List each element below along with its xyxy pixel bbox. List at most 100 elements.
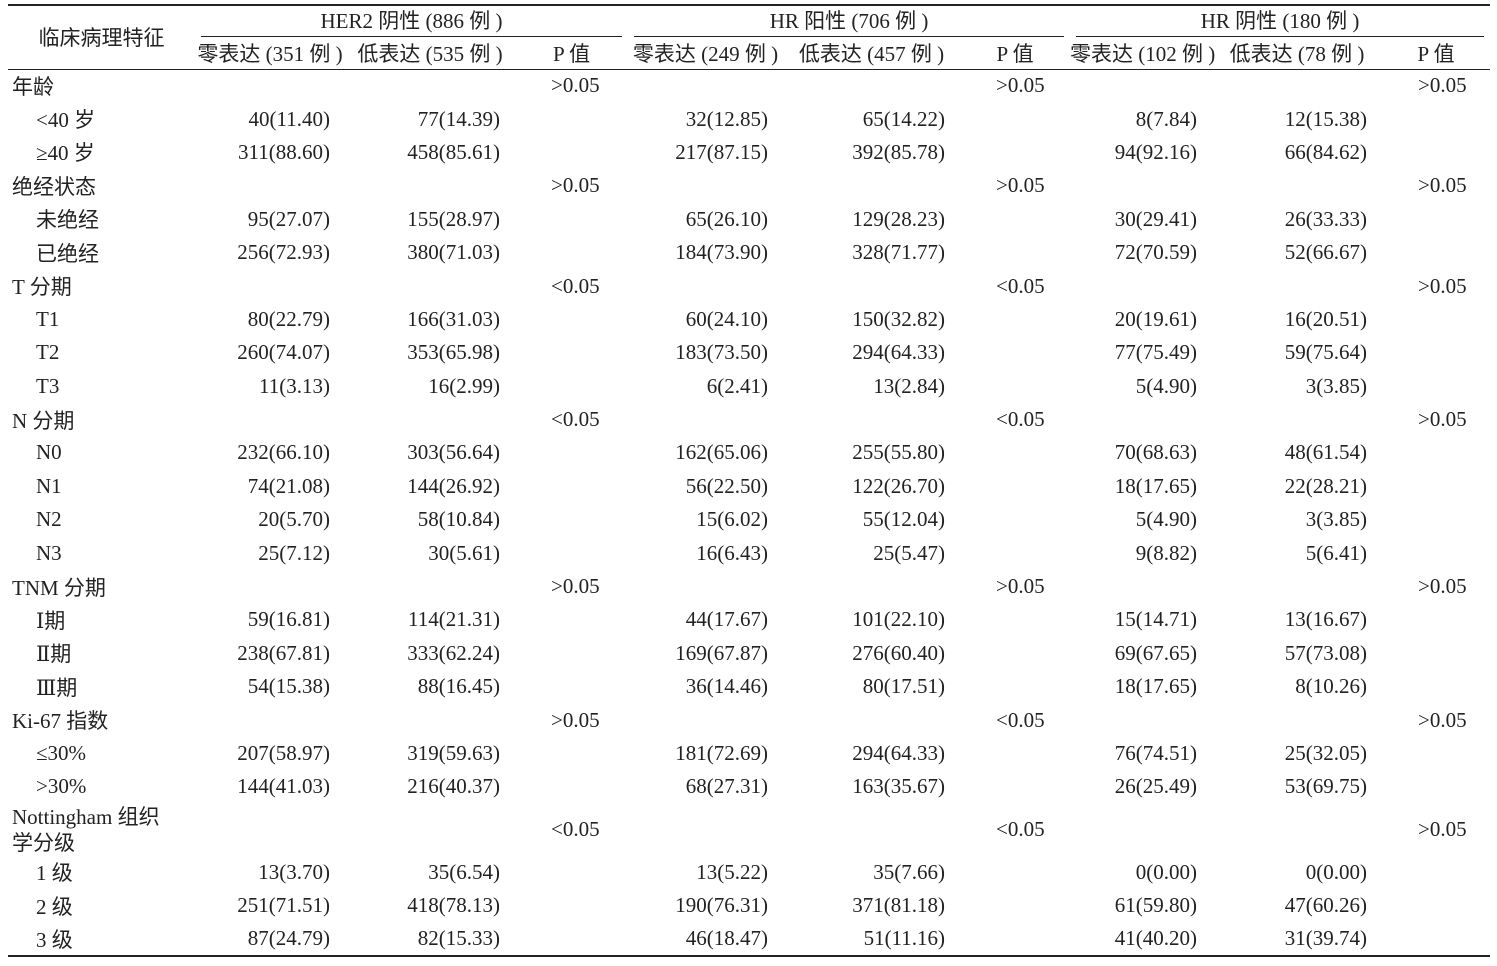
cell <box>960 303 1070 336</box>
cell <box>960 470 1070 503</box>
value-cell: 51(11.16) <box>863 926 946 951</box>
value-cell: 5(4.90) <box>1135 507 1198 532</box>
cell <box>1070 703 1212 736</box>
cell <box>515 889 628 922</box>
row-label: 2 级 <box>36 894 73 919</box>
value-cell: 333(62.24) <box>407 640 500 665</box>
value-cell: 16(2.99) <box>428 373 500 398</box>
value-cell: 6(2.41) <box>706 373 769 398</box>
cell <box>515 436 628 469</box>
data-row: T2 260(74.07) 353(65.98) 183(73.50) 294(64.3… <box>8 336 1490 369</box>
p-value: <0.05 <box>551 817 600 842</box>
value-cell: 190(76.31) <box>675 893 769 918</box>
p-value: >0.05 <box>996 173 1045 198</box>
value-cell: 36(14.46) <box>685 674 769 699</box>
cell <box>1382 503 1490 536</box>
value-cell: 13(3.70) <box>258 859 330 884</box>
data-row: N2 20(5.70) 58(10.84) 15(6.02) 55(12.04) 5(4.… <box>8 503 1490 536</box>
section-row: 绝经状态 >0.05 >0.05 >0.05 <box>8 169 1490 202</box>
value-cell: 53(69.75) <box>1284 774 1368 799</box>
cell <box>345 703 515 736</box>
column-header: 低表达 (457 例 ) <box>783 37 961 70</box>
cell <box>515 102 628 135</box>
cell <box>515 336 628 369</box>
value-cell: 184(73.90) <box>675 240 769 265</box>
data-row: N3 25(7.12) 30(5.61) 16(6.43) 25(5.47) 9(8.82… <box>8 536 1490 569</box>
data-row: 已绝经 256(72.93) 380(71.03) 184(73.90) 328(71.… <box>8 236 1490 269</box>
value-cell: 392(85.78) <box>852 139 946 164</box>
cell <box>1382 637 1490 670</box>
cell <box>960 136 1070 169</box>
data-row: ≤30% 207(58.97) 319(59.63) 181(72.69) 294(64… <box>8 737 1490 770</box>
value-cell: 40(11.40) <box>248 106 330 131</box>
row-label: >30% <box>36 774 87 799</box>
cell <box>960 203 1070 236</box>
value-cell: 166(31.03) <box>407 306 500 331</box>
p-value: >0.05 <box>551 707 600 732</box>
value-cell: 3(3.85) <box>1305 373 1368 398</box>
group-title: HR 阴性 (180 例 ) <box>1076 6 1485 37</box>
cell <box>515 136 628 169</box>
cell <box>515 770 628 803</box>
value-cell: 256(72.93) <box>237 240 330 265</box>
value-cell: 8(10.26) <box>1295 674 1368 699</box>
cell <box>628 403 783 436</box>
value-cell: 30(29.41) <box>1114 206 1198 231</box>
value-cell: 44(17.67) <box>685 607 769 632</box>
p-value: <0.05 <box>996 817 1045 842</box>
value-cell: 319(59.63) <box>407 741 500 765</box>
cell <box>1212 269 1382 302</box>
p-value: >0.05 <box>1418 574 1467 599</box>
table-head: 临床病理特征 HER2 阴性 (886 例 ) HR 阳性 (706 例 ) HR 阴… <box>8 5 1491 70</box>
cell <box>195 69 345 102</box>
p-value: <0.05 <box>996 707 1045 732</box>
cell <box>1070 804 1212 856</box>
section-label: T 分期 <box>12 275 72 300</box>
cell <box>1382 922 1490 955</box>
row-label: 3 级 <box>36 927 73 952</box>
p-value: <0.05 <box>551 273 600 298</box>
value-cell: 87(24.79) <box>247 926 330 951</box>
value-cell: 66(84.62) <box>1284 139 1368 164</box>
column-header: P 值 <box>1382 37 1491 70</box>
cell <box>960 637 1070 670</box>
value-cell: 82(15.33) <box>417 926 500 951</box>
value-cell: 15(14.71) <box>1114 607 1198 632</box>
section-label: 年龄 <box>12 74 54 99</box>
column-header: P 值 <box>515 37 629 70</box>
value-cell: 144(41.03) <box>237 774 330 799</box>
cell <box>1382 370 1490 403</box>
cell <box>1070 169 1212 202</box>
row-label: T3 <box>36 373 60 398</box>
value-cell: 18(17.65) <box>1114 473 1198 498</box>
value-cell: 80(17.51) <box>862 674 946 699</box>
section-row: T 分期 <0.05 <0.05 >0.05 <box>8 269 1490 302</box>
cell <box>515 203 628 236</box>
value-cell: 60(24.10) <box>685 306 769 331</box>
value-cell: 48(61.54) <box>1284 440 1368 465</box>
cell <box>1070 570 1212 603</box>
cell <box>960 922 1070 955</box>
value-cell: 77(14.39) <box>417 106 500 131</box>
p-value: >0.05 <box>551 173 600 198</box>
value-cell: 418(78.13) <box>407 893 500 918</box>
row-label: 未绝经 <box>36 208 99 233</box>
data-table: 临床病理特征 HER2 阴性 (886 例 ) HR 阳性 (706 例 ) HR 阴… <box>8 4 1491 957</box>
value-cell: 13(2.84) <box>873 373 946 398</box>
value-cell: 311(88.60) <box>238 139 330 164</box>
p-value: <0.05 <box>996 407 1045 432</box>
section-row: 年龄 >0.05 >0.05 >0.05 <box>8 69 1490 102</box>
cell <box>345 69 515 102</box>
p-value: >0.05 <box>996 73 1045 98</box>
value-cell: 294(64.33) <box>852 741 946 765</box>
cell <box>345 804 515 856</box>
cell <box>1382 436 1490 469</box>
data-row: T1 80(22.79) 166(31.03) 60(24.10) 150(32.82)… <box>8 303 1490 336</box>
cell <box>195 269 345 302</box>
cell <box>960 336 1070 369</box>
value-cell: 260(74.07) <box>237 340 330 365</box>
p-value: >0.05 <box>1418 407 1467 432</box>
cell <box>960 436 1070 469</box>
value-cell: 183(73.50) <box>675 340 769 365</box>
p-value: >0.05 <box>551 574 600 599</box>
